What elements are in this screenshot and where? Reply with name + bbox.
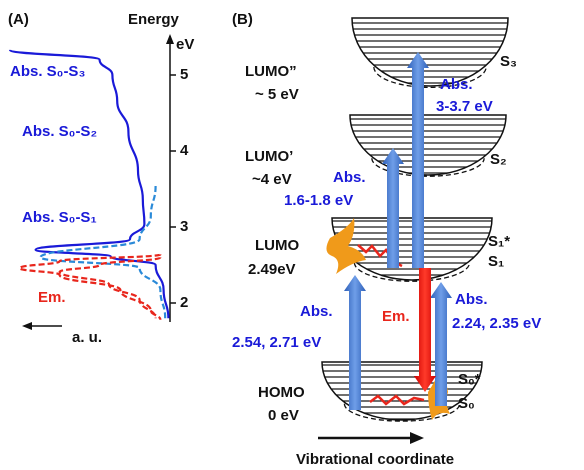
label: 1.6-1.8 eV <box>284 192 353 209</box>
label: S₀ <box>458 395 475 412</box>
y-tick-label: 5 <box>180 66 188 83</box>
energy-well <box>350 115 506 175</box>
label: S₁* <box>488 233 510 250</box>
axis-arrow <box>410 432 424 444</box>
y-tick-label: 4 <box>180 142 189 159</box>
annotation: Abs. S₀-S₁ <box>22 209 97 226</box>
label: Abs. <box>300 303 333 320</box>
axis-arrow <box>22 322 32 330</box>
label: S₀* <box>458 371 481 388</box>
orbital-energy: 2.49eV <box>248 261 296 278</box>
annotation: Abs. S₀-S₂ <box>22 123 97 140</box>
annotation: Abs. S₀-S₃ <box>10 63 85 80</box>
spectrum-line <box>60 257 161 318</box>
orbital-name: LUMO” <box>245 63 297 80</box>
orbital-energy: ~ 5 eV <box>255 86 299 103</box>
annotation: Em. <box>38 289 66 306</box>
x-axis-label: a. u. <box>72 329 102 346</box>
label: 2.24, 2.35 eV <box>452 315 541 332</box>
label: S₃ <box>500 53 517 70</box>
page: {"chart_data": {"type": "line", "panel_l… <box>0 0 584 470</box>
panel-label: (A) <box>8 11 29 28</box>
y-tick-label: 2 <box>180 294 188 311</box>
orbital-name: LUMO’ <box>245 148 293 165</box>
orbital-name: HOMO <box>258 384 305 401</box>
label: Abs. <box>455 291 488 308</box>
label: Vibrational coordinate <box>296 451 454 468</box>
label: S₁ <box>488 253 504 270</box>
orbital-energy: 0 eV <box>268 407 299 424</box>
y-axis-label: Energy <box>128 11 180 28</box>
orbital-name: LUMO <box>255 237 299 254</box>
orbital-energy: ~4 eV <box>252 171 292 188</box>
label: Abs. <box>333 169 366 186</box>
energy-well <box>352 18 508 86</box>
y-unit: eV <box>176 36 194 53</box>
label: 3-3.7 eV <box>436 98 493 115</box>
label: Em. <box>382 308 410 325</box>
y-tick-label: 3 <box>180 218 188 235</box>
figure: (A) Energy eV Abs. S₀-S₃ Abs. S₀-S₂ Abs.… <box>0 0 584 470</box>
panel-label: (B) <box>232 11 253 28</box>
label: 2.54, 2.71 eV <box>232 334 321 351</box>
spectrum-line <box>20 254 161 319</box>
label: Abs. <box>440 76 473 93</box>
label: S₂ <box>490 151 507 168</box>
axis-arrow <box>166 34 174 44</box>
spectrum-line <box>10 50 168 318</box>
